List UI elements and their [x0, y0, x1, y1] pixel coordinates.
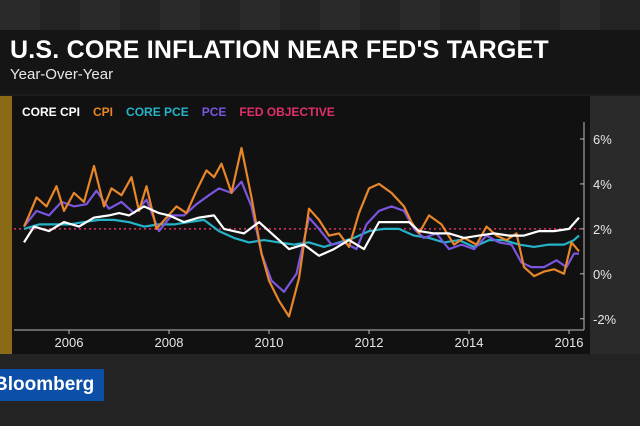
chart-legend: CORE CPI CPI CORE PCE PCE FED OBJECTIVE — [22, 105, 335, 119]
chart-panel — [12, 96, 590, 354]
x-tick-label: 2008 — [155, 335, 184, 350]
y-tick-label: 6% — [593, 132, 612, 147]
legend-core-cpi: CORE CPI — [22, 105, 81, 119]
right-background — [590, 96, 640, 354]
legend-pce: PCE — [201, 105, 227, 119]
side-strip — [0, 96, 12, 396]
bottom-background — [0, 354, 640, 426]
x-tick-label: 2012 — [355, 335, 384, 350]
x-tick-label: 2010 — [255, 335, 284, 350]
y-tick-label: 4% — [593, 177, 612, 192]
x-tick-label: 2006 — [55, 335, 84, 350]
y-tick-label: 0% — [593, 267, 612, 282]
y-tick-label: 2% — [593, 222, 612, 237]
core-pce-line — [23, 218, 580, 248]
legend-fed-objective: FED OBJECTIVE — [239, 105, 335, 119]
legend-cpi: CPI — [93, 105, 114, 119]
page-title: U.S. CORE INFLATION NEAR FED'S TARGET — [10, 36, 549, 64]
cpi-line — [22, 146, 580, 318]
legend-core-pce: CORE PCE — [126, 105, 189, 119]
y-tick-label: -2% — [593, 312, 617, 327]
x-tick-label: 2014 — [455, 335, 484, 350]
pce-line — [23, 180, 579, 293]
bloomberg-logo: Bloomberg — [0, 369, 104, 401]
title-panel — [0, 30, 640, 94]
logo-text: Bloomberg — [0, 374, 95, 395]
page-subtitle: Year-Over-Year — [10, 66, 114, 83]
x-tick-label: 2016 — [555, 335, 584, 350]
core-cpi-line — [23, 205, 580, 257]
